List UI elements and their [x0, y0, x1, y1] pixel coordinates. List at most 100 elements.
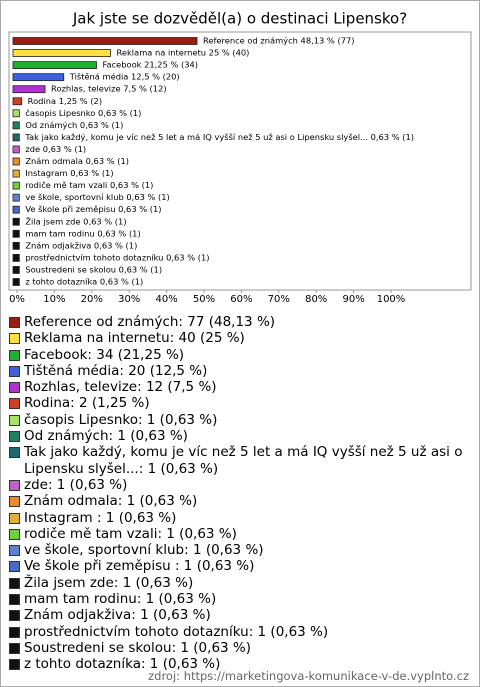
legend-swatch	[9, 349, 20, 361]
bar-label: Znám odmala 0,63 % (1)	[25, 156, 129, 166]
legend-swatch	[9, 333, 20, 345]
legend-item: Soustredeni se skolou: 1 (0,63 %)	[9, 640, 471, 656]
bar-label: prostřednictvím tohoto dotazníku 0,63 % …	[25, 252, 209, 262]
legend-swatch	[9, 317, 20, 328]
legend-swatch	[9, 577, 20, 589]
bar	[12, 49, 111, 57]
bar-label: Rodina 1,25 % (2)	[28, 96, 102, 106]
legend-swatch	[9, 447, 20, 459]
bar-label: Tištěná média 12,5 % (20)	[69, 72, 180, 82]
bar-label: rodiče mě tam vzali 0,63 % (1)	[25, 180, 153, 190]
legend-label: Od známých: 1 (0,63 %)	[24, 428, 188, 445]
legend-swatch	[9, 626, 20, 638]
legend-label: Ve škole při zeměpisu : 1 (0,63 %)	[24, 558, 255, 575]
legend-swatch	[9, 610, 20, 622]
legend-item: Znám odjakživa: 1 (0,63 %)	[9, 607, 471, 623]
bar	[12, 217, 20, 226]
bar-label: časopis Lipesnko 0,63 % (1)	[25, 108, 141, 118]
legend-label: Soustredeni se skolou: 1 (0,63 %)	[24, 639, 252, 656]
legend-label: rodiče mě tam vzali: 1 (0,63 %)	[24, 525, 237, 542]
bar-label: Od známých 0,63 % (1)	[25, 120, 123, 130]
bar	[12, 253, 20, 262]
legend-swatch	[9, 398, 20, 410]
legend-swatch	[9, 642, 20, 654]
bar	[12, 181, 20, 190]
legend-item: Tak jako každý, komu je víc než 5 let a …	[9, 444, 471, 477]
legend-item: časopis Lipesnko: 1 (0,63 %)	[9, 412, 471, 428]
bar-label: Ve škole při zeměpisu 0,63 % (1)	[25, 204, 161, 214]
x-tick-label: 20%	[81, 294, 103, 305]
legend-item: ve škole, sportovní klub: 1 (0,63 %)	[9, 542, 471, 558]
legend-label: Tak jako každý, komu je víc než 5 let a …	[24, 444, 463, 477]
plot-frame	[8, 31, 472, 291]
bar-label: Facebook 21,25 % (34)	[102, 60, 198, 70]
bar	[12, 109, 20, 118]
bar	[12, 169, 20, 178]
bar	[12, 121, 20, 130]
legend-label: Tištěná média: 20 (12,5 %)	[24, 362, 208, 379]
legend-label: Rozhlas, televize: 12 (7,5 %)	[24, 379, 217, 396]
legend-label: zde: 1 (0,63 %)	[24, 476, 128, 493]
bar-label: Instagram 0,63 % (1)	[25, 168, 113, 178]
bar	[12, 266, 20, 274]
legend-swatch	[9, 659, 20, 671]
legend-item: Reference od známých: 77 (48,13 %)	[9, 314, 471, 330]
bar	[12, 229, 20, 238]
bar-label: Reklama na internetu 25 % (40)	[117, 48, 250, 58]
x-tick-label: 80%	[305, 294, 327, 305]
bar-label: ve škole, sportovní klub 0,63 % (1)	[25, 192, 169, 202]
legend-label: Facebook: 34 (21,25 %)	[24, 346, 185, 363]
source: zdroj: https://marketingova-komunikace-v…	[148, 669, 469, 683]
legend-item: zde: 1 (0,63 %)	[9, 477, 471, 493]
legend-item: Ve škole při zeměpisu : 1 (0,63 %)	[9, 558, 471, 574]
bar-label: Reference od známých 48,13 % (77)	[203, 36, 355, 46]
legend-swatch	[9, 365, 20, 377]
legend-swatch	[9, 545, 20, 557]
bar-label: Znám odjakživa 0,63 % (1)	[25, 240, 137, 250]
legend-item: Znám odmala: 1 (0,63 %)	[9, 493, 471, 509]
x-tick-label: 50%	[193, 294, 215, 305]
x-tick-label: 90%	[342, 294, 364, 305]
chart-title: Jak jste se dozvěděl(a) o destinaci Lipe…	[72, 10, 407, 28]
bar	[12, 133, 20, 142]
legend-label: ve škole, sportovní klub: 1 (0,63 %)	[24, 542, 264, 559]
bar-label: Tak jako každý, komu je víc než 5 let a …	[24, 132, 414, 142]
legend-item: Reklama na internetu: 40 (25 %)	[9, 330, 471, 346]
bar-label: zde 0,63 % (1)	[25, 144, 86, 154]
legend-label: z tohto dotazníka: 1 (0,63 %)	[24, 656, 221, 673]
x-tick-label: 0%	[9, 294, 25, 305]
bar-label: Rozhlas, televize 7,5 % (12)	[51, 84, 167, 94]
legend-swatch	[9, 431, 20, 443]
bar	[12, 193, 20, 202]
legend-swatch	[9, 496, 20, 508]
bar-label: Žila jsem zde 0,63 % (1)	[25, 215, 126, 226]
legend-swatch	[9, 561, 20, 573]
legend-item: Tištěná média: 20 (12,5 %)	[9, 363, 471, 379]
bar	[12, 61, 97, 69]
legend-label: mam tam rodinu: 1 (0,63 %)	[24, 591, 217, 608]
legend-label: časopis Lipesnko: 1 (0,63 %)	[24, 411, 218, 428]
legend-label: Instagram : 1 (0,63 %)	[24, 509, 177, 526]
legend-item: Od známých: 1 (0,63 %)	[9, 428, 471, 444]
legend-item: mam tam rodinu: 1 (0,63 %)	[9, 591, 471, 607]
legend-swatch	[9, 528, 20, 540]
legend-label: Reference od známých: 77 (48,13 %)	[24, 314, 276, 330]
legend: Reference od známých: 77 (48,13 %) Reklam…	[9, 314, 471, 673]
bar	[12, 278, 20, 286]
x-tick-label: 30%	[118, 294, 140, 305]
x-tick-label: 10%	[43, 294, 65, 305]
legend-item: Rodina: 2 (1,25 %)	[9, 395, 471, 411]
legend-label: Reklama na internetu: 40 (25 %)	[24, 330, 245, 347]
legend-label: Žila jsem zde: 1 (0,63 %)	[24, 574, 194, 591]
bar-label: Soustredeni se skolou 0,63 % (1)	[25, 264, 162, 274]
legend-item: z tohto dotazníka: 1 (0,63 %)	[9, 656, 471, 672]
x-tick-label: 40%	[155, 294, 177, 305]
bar	[12, 145, 20, 154]
x-tick-label: 70%	[268, 294, 290, 305]
legend-item: Rozhlas, televize: 12 (7,5 %)	[9, 379, 471, 395]
bar-label: z tohto dotazníka 0,63 % (1)	[25, 277, 143, 287]
legend-label: prostřednictvím tohoto dotazníku: 1 (0,6…	[24, 623, 329, 640]
bar-label: mam tam rodinu 0,63 % (1)	[25, 228, 140, 238]
legend-swatch	[9, 382, 20, 394]
